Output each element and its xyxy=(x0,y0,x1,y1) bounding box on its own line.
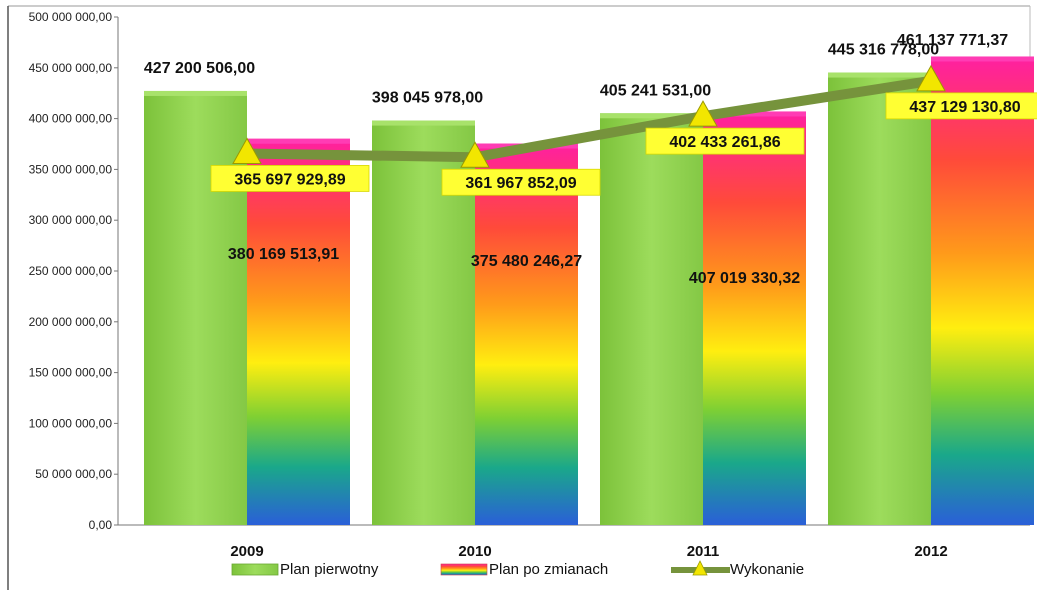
y-tick-label: 350 000 000,00 xyxy=(29,162,113,176)
bar-plan-pierwotny xyxy=(828,72,931,525)
bar-plan-pierwotny xyxy=(144,90,247,525)
data-label-box-wykonanie xyxy=(441,168,601,196)
legend-label-plan-pierwotny: Plan pierwotny xyxy=(280,561,379,578)
bar-cap-plan-po-zmianach xyxy=(931,56,1034,62)
data-label-box-wykonanie xyxy=(645,127,805,155)
marker-wykonanie xyxy=(916,64,946,92)
data-label-plan-pierwotny: 405 241 531,00 xyxy=(600,82,711,99)
y-tick-label: 50 000 000,00 xyxy=(35,467,112,481)
data-label-plan-pierwotny: 398 045 978,00 xyxy=(372,90,483,107)
bar-cap-plan-pierwotny xyxy=(828,72,931,78)
bar-plan-po-zmianach xyxy=(247,138,350,525)
data-label-wykonanie: 365 697 929,89 xyxy=(234,171,345,188)
y-tick-label: 500 000 000,00 xyxy=(29,10,113,24)
x-tick-label: 2009 xyxy=(230,543,263,560)
data-label-box-wykonanie xyxy=(885,92,1037,120)
x-tick-label: 2010 xyxy=(458,543,491,560)
bar-cap-plan-po-zmianach xyxy=(703,111,806,117)
data-label-plan-pierwotny: 445 316 778,00 xyxy=(828,42,939,59)
y-tick-label: 450 000 000,00 xyxy=(29,61,113,75)
bar-plan-pierwotny xyxy=(600,113,703,526)
y-tick-label: 150 000 000,00 xyxy=(29,366,113,380)
legend-label-wykonanie: Wykonanie xyxy=(730,561,804,578)
bar-cap-plan-pierwotny xyxy=(372,120,475,126)
data-label-plan-po-zmianach: 380 169 513,91 xyxy=(228,246,339,263)
y-tick-label: 400 000 000,00 xyxy=(29,112,113,126)
data-label-wykonanie: 361 967 852,09 xyxy=(465,175,576,192)
bar-cap-plan-pierwotny xyxy=(600,113,703,119)
marker-wykonanie xyxy=(460,141,490,168)
line-wykonanie xyxy=(246,75,932,163)
bar-plan-po-zmianach xyxy=(931,56,1034,526)
x-tick-label: 2011 xyxy=(687,543,720,560)
data-label-plan-po-zmianach: 461 137 771,37 xyxy=(897,32,1008,49)
y-tick-label: 100 000 000,00 xyxy=(29,416,113,430)
data-label-wykonanie: 437 129 130,80 xyxy=(909,99,1020,116)
bar-plan-po-zmianach xyxy=(703,111,806,526)
bar-plan-po-zmianach xyxy=(475,143,578,525)
bar-cap-plan-pierwotny xyxy=(144,90,247,96)
y-tick-label: 250 000 000,00 xyxy=(29,264,113,278)
legend-swatch-plan-pierwotny xyxy=(231,563,279,576)
data-label-plan-po-zmianach: 407 019 330,32 xyxy=(689,270,800,287)
data-label-plan-po-zmianach: 375 480 246,27 xyxy=(471,253,582,270)
marker-wykonanie xyxy=(232,137,262,164)
y-tick-label: 300 000 000,00 xyxy=(29,213,113,227)
x-tick-label: 2012 xyxy=(914,543,947,560)
y-tick-label: 0,00 xyxy=(89,518,113,532)
y-tick-label: 200 000 000,00 xyxy=(29,315,113,329)
legend-label-plan-po-zmianach: Plan po zmianach xyxy=(489,561,608,578)
legend-swatch-plan-po-zmianach xyxy=(440,563,488,576)
data-label-box-wykonanie xyxy=(210,165,370,192)
bar-cap-plan-po-zmianach xyxy=(247,138,350,144)
data-label-wykonanie: 402 433 261,86 xyxy=(669,134,780,151)
legend-marker-wykonanie xyxy=(692,560,708,576)
marker-wykonanie xyxy=(688,100,718,127)
data-label-plan-pierwotny: 427 200 506,00 xyxy=(144,60,255,77)
legend: Plan pierwotny Plan po zmianach Wykonani… xyxy=(231,560,804,578)
